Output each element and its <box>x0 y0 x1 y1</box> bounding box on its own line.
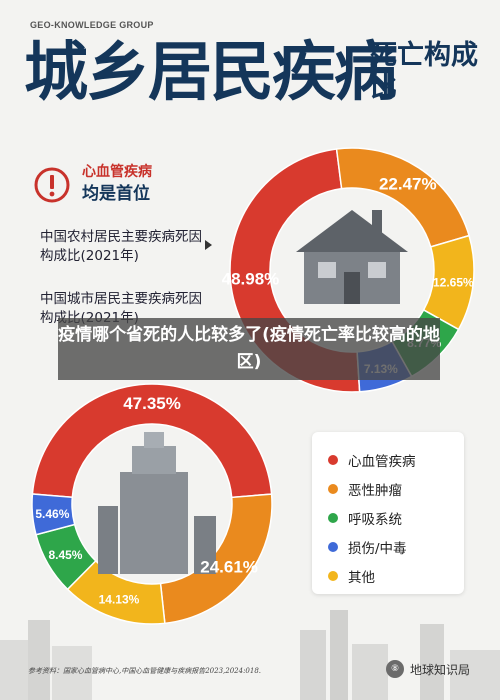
city-skyline-decoration <box>0 610 500 700</box>
legend-label: 心血管疾病 <box>348 454 416 470</box>
chart-legend: 心血管疾病 恶性肿瘤 呼吸系统 损伤/中毒 其他 <box>312 432 464 594</box>
legend-item: 呼吸系统 <box>328 508 402 528</box>
rural-value-label: 22.47% <box>379 175 437 194</box>
urban-slice <box>31 493 76 536</box>
legend-label: 呼吸系统 <box>348 512 402 528</box>
rural-arrow-icon <box>205 240 212 250</box>
house-icon <box>296 210 408 304</box>
rural-value-label: 12.65% <box>433 275 474 289</box>
legend-dot <box>328 455 338 465</box>
warning-icon <box>34 167 70 203</box>
urban-value-label: 24.61% <box>200 558 258 577</box>
legend-dot <box>328 513 338 523</box>
urban-value-label: 14.13% <box>99 592 140 606</box>
logo-icon: ⑧ <box>386 660 404 678</box>
brand-name: GEO-KNOWLEDGE GROUP <box>30 20 154 30</box>
building-icon <box>98 432 216 574</box>
caption-text: 疫情哪个省死的人比较多了(疫情死亡率比较高的地区) <box>58 325 440 372</box>
legend-dot <box>328 484 338 494</box>
rural-value-label: 48.98% <box>222 270 279 289</box>
page-subtitle: 死亡构成比 <box>370 40 478 103</box>
logo-text: 地球知识局 <box>410 662 471 677</box>
source-note: 参考资料：国家心血管病中心,中国心血管健康与疾病报告2023,2024:018. <box>28 667 262 675</box>
urban-donut-chart: 47.35% 24.61% 14.13% 8.45% 5.46% <box>31 383 273 625</box>
legend-dot <box>328 542 338 552</box>
legend-label: 其他 <box>348 570 375 586</box>
legend-item: 其他 <box>328 566 375 586</box>
warning-title: 心血管疾病 <box>82 164 152 180</box>
legend-item: 心血管疾病 <box>328 450 416 470</box>
urban-value-label: 5.46% <box>35 507 69 521</box>
caption-overlay <box>58 318 440 380</box>
legend-item: 恶性肿瘤 <box>328 479 402 499</box>
urban-slice <box>31 383 273 499</box>
page-title: 城乡居民疾病 <box>24 36 398 110</box>
rural-chart-label: 中国农村居民主要疾病死因构成比(2021年) <box>40 229 202 264</box>
urban-value-label: 8.45% <box>48 548 82 562</box>
urban-value-label: 47.35% <box>123 394 181 413</box>
legend-dot <box>328 571 338 581</box>
legend-label: 损伤/中毒 <box>348 541 407 557</box>
legend-label: 恶性肿瘤 <box>348 483 402 499</box>
publisher-logo: ⑧ 地球知识局 <box>386 660 470 678</box>
warning-subtitle: 均是首位 <box>82 184 150 204</box>
legend-item: 损伤/中毒 <box>328 537 407 557</box>
